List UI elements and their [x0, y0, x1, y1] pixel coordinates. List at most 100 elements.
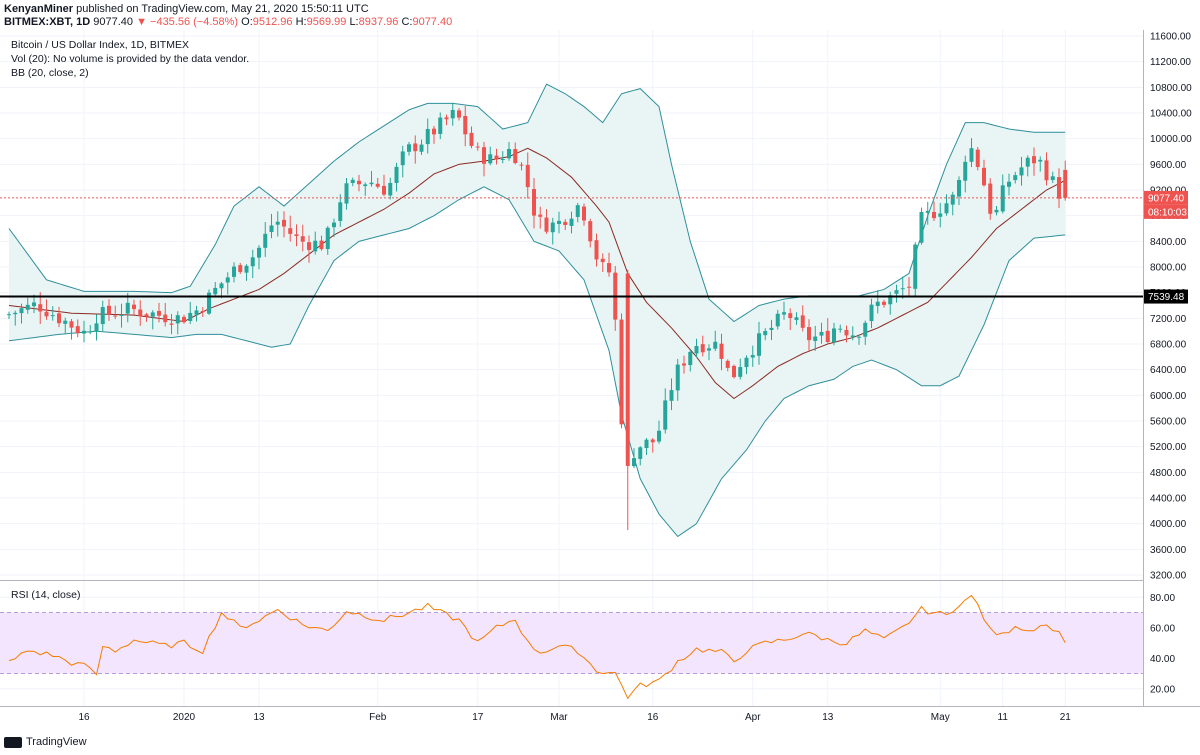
candle-body — [519, 164, 524, 166]
candle-body — [407, 144, 411, 152]
candle-body — [444, 117, 449, 120]
candle-body — [913, 244, 918, 289]
candle-body — [588, 221, 593, 242]
price-tick-label: 9600.00 — [1150, 160, 1187, 171]
candle-body — [150, 312, 155, 317]
candle-body — [57, 313, 61, 324]
candle-body — [557, 220, 561, 224]
rsi-series — [0, 594, 1143, 700]
author-name[interactable]: KenyanMiner — [4, 3, 74, 15]
candle-body — [563, 221, 568, 225]
candle-body — [394, 166, 399, 183]
candle-body — [344, 183, 349, 204]
candle-body — [900, 288, 905, 290]
candle-body — [50, 315, 55, 317]
candle-body — [875, 301, 880, 306]
candle-body — [144, 314, 149, 317]
candle-body — [13, 312, 18, 315]
close-value: 9077.40 — [412, 16, 453, 28]
candle-body — [807, 327, 811, 341]
candle-body — [707, 348, 711, 351]
candle-body — [369, 182, 374, 185]
candle-body — [44, 311, 49, 317]
candle-body — [250, 257, 255, 267]
close-label: C: — [401, 16, 413, 28]
candle-body — [313, 240, 318, 252]
candle-body — [838, 328, 843, 330]
candle-body — [550, 222, 555, 233]
candle-body — [600, 258, 605, 263]
price-tick-label: 4400.00 — [1150, 494, 1187, 505]
candle-body — [113, 315, 118, 317]
brand-name: TradingView — [26, 736, 87, 748]
time-tick-label: 13 — [253, 712, 265, 723]
candle-body — [488, 154, 493, 164]
pane-divider — [0, 580, 1143, 581]
time-tick-label: 13 — [822, 712, 834, 723]
time-axis[interactable]: 16 2020 13 Feb 17 Mar 16 Apr 13 May 11 21 — [78, 712, 1071, 723]
candle-body — [7, 314, 11, 316]
candle-body — [507, 148, 511, 159]
candle-body — [682, 363, 686, 366]
publisher-line: KenyanMiner published on TradingView.com… — [4, 3, 369, 15]
candle-body — [994, 209, 999, 213]
rsi-axis[interactable]: 20.00 40.00 60.00 80.00 — [1150, 593, 1175, 696]
last-price-tag — [1144, 190, 1188, 205]
candle-body — [1019, 167, 1024, 176]
candle-body — [750, 355, 755, 358]
candle-body — [544, 217, 549, 232]
candle-body — [400, 151, 405, 166]
candle-body — [1000, 185, 1005, 212]
candle-body — [825, 330, 830, 342]
candle-body — [607, 263, 611, 273]
candle-body — [88, 331, 93, 333]
candle-body — [1013, 175, 1018, 181]
candle-body — [813, 336, 818, 341]
published-info: published on TradingView.com, May 21, 20… — [76, 3, 369, 15]
last-price: 9077.40 — [93, 16, 134, 28]
time-tick-label: 11 — [998, 712, 1009, 723]
price-axis[interactable]: 3200.00 3600.00 4000.00 4400.00 4800.00 5200.… — [1150, 32, 1192, 582]
candle-body — [325, 227, 330, 250]
tradingview-logo-icon — [4, 736, 22, 748]
price-tick-label: 3200.00 — [1150, 571, 1187, 582]
candle-body — [469, 132, 474, 146]
candle-body — [238, 265, 243, 272]
candle-body — [257, 247, 261, 258]
price-tick-label: 3600.00 — [1150, 545, 1187, 556]
candle-body — [138, 309, 143, 317]
candle-body — [882, 301, 886, 305]
price-tick-label: 6400.00 — [1150, 365, 1187, 376]
candle-body — [632, 458, 636, 467]
time-tick-label: 17 — [472, 712, 484, 723]
candle-body — [463, 115, 468, 135]
candle-body — [188, 312, 193, 321]
candle-body — [869, 304, 874, 322]
candle-body — [38, 304, 43, 312]
candle-body — [688, 351, 693, 366]
footer-brand[interactable]: TradingView — [4, 736, 87, 748]
candle-body — [375, 183, 380, 187]
candle-body — [532, 189, 536, 216]
candle-body — [69, 321, 74, 328]
candle-body — [775, 313, 780, 327]
bb-upper-line — [8, 83, 1066, 323]
candle-body — [288, 228, 293, 234]
candle-body — [132, 304, 136, 310]
support-price-tag-text: 7539.48 — [1148, 292, 1185, 303]
candle-body — [388, 182, 393, 196]
candle-body — [950, 194, 955, 205]
countdown-tag-text: 08:10:03 — [1148, 207, 1187, 218]
rsi-tick-label: 80.00 — [1150, 593, 1175, 604]
candle-body — [657, 430, 661, 442]
candle-body — [275, 221, 280, 225]
symbol-label: BITMEX:XBT, 1D — [4, 16, 91, 28]
price-tick-label: 11200.00 — [1150, 57, 1191, 68]
candle-body — [1057, 177, 1061, 199]
candle-body — [413, 143, 418, 152]
candle-body — [263, 233, 268, 248]
candle-body — [907, 286, 911, 288]
candle-body — [619, 319, 624, 425]
candle-body — [75, 326, 80, 334]
